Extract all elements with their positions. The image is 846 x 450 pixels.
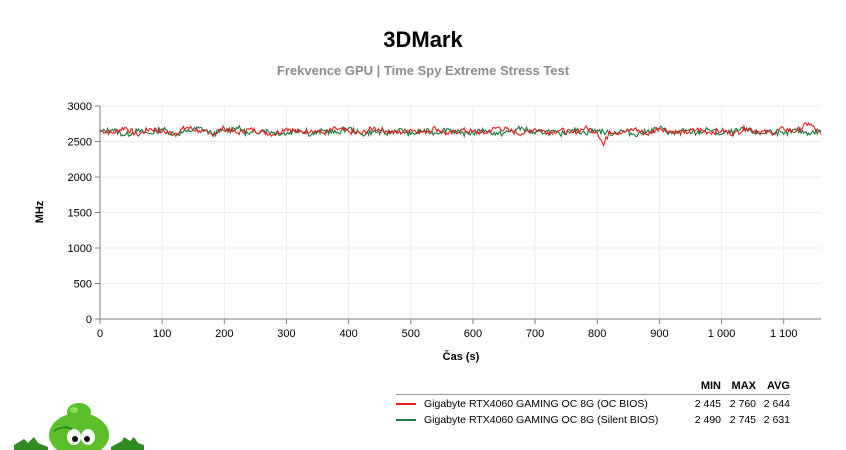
series-line-oc-bios xyxy=(99,121,822,147)
chart-subtitle: Frekvence GPU | Time Spy Extreme Stress … xyxy=(276,63,570,78)
legend-row-oc-bios: Gigabyte RTX4060 GAMING OC 8G (OC BIOS) … xyxy=(396,397,790,411)
y-axis-label: MHz xyxy=(34,200,46,223)
x-tick-label: 400 xyxy=(339,328,357,340)
legend-series-name: Gigabyte RTX4060 GAMING OC 8G (OC BIOS) xyxy=(424,398,648,410)
y-tick-label: 1500 xyxy=(68,208,92,220)
x-tick-label: 600 xyxy=(464,328,482,340)
x-tick-label: 1 000 xyxy=(708,328,736,340)
legend-swatch-red xyxy=(396,403,416,405)
grid xyxy=(99,105,821,320)
y-tick-label: 500 xyxy=(74,279,92,291)
axes xyxy=(95,105,821,324)
y-tick-label: 0 xyxy=(86,314,92,326)
legend-swatch-green xyxy=(396,419,416,421)
legend-header-min: MIN xyxy=(700,380,721,392)
x-tick-label: 800 xyxy=(588,328,606,340)
series-line-silent-bios xyxy=(99,124,822,139)
legend-series-name: Gigabyte RTX4060 GAMING OC 8G (Silent BI… xyxy=(424,414,659,426)
y-tick-label: 1000 xyxy=(68,243,92,255)
legend-header-max: MAX xyxy=(731,380,756,392)
legend-header: MIN MAX AVG xyxy=(396,380,790,395)
chart-title: 3DMark xyxy=(383,27,463,52)
mascot-logo xyxy=(14,403,144,450)
y-tick-label: 3000 xyxy=(68,101,92,113)
legend-avg-value: 2 644 xyxy=(763,398,790,410)
x-tick-label: 100 xyxy=(153,328,171,340)
legend-max-value: 2 745 xyxy=(729,414,756,426)
legend-min-value: 2 490 xyxy=(694,414,721,426)
y-tick-label: 2500 xyxy=(68,137,92,149)
x-tick-label: 200 xyxy=(215,328,233,340)
y-tick-label: 2000 xyxy=(68,172,92,184)
x-tick-label: 500 xyxy=(402,328,420,340)
series-lines xyxy=(99,121,822,147)
legend: MIN MAX AVG Gigabyte RTX4060 GAMING OC 8… xyxy=(396,380,790,427)
x-tick-label: 900 xyxy=(650,328,668,340)
tick-labels: 0 500 1000 1500 2000 2500 3000 0 100 200 300 400 500… xyxy=(68,101,798,340)
legend-min-value: 2 445 xyxy=(694,398,721,410)
x-tick-label: 1 100 xyxy=(770,328,798,340)
legend-avg-value: 2 631 xyxy=(763,414,790,426)
x-tick-label: 700 xyxy=(526,328,544,340)
x-tick-label: 300 xyxy=(277,328,295,340)
x-axis-label: Čas (s) xyxy=(443,350,480,363)
x-tick-label: 0 xyxy=(97,328,103,340)
legend-header-avg: AVG xyxy=(766,380,790,392)
legend-max-value: 2 760 xyxy=(729,398,756,410)
legend-row-silent-bios: Gigabyte RTX4060 GAMING OC 8G (Silent BI… xyxy=(396,413,790,427)
